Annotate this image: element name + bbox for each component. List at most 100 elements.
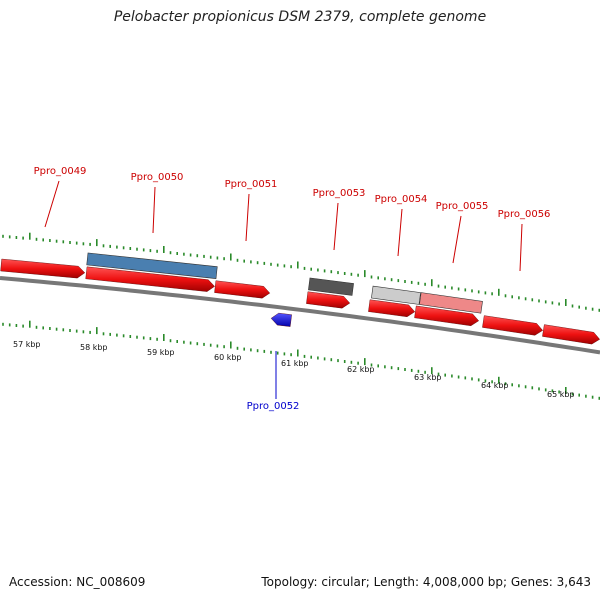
major-tick: [565, 299, 567, 306]
minor-tick: [310, 267, 312, 271]
minor-tick: [471, 289, 473, 293]
major-tick: [230, 253, 232, 261]
gene-label[interactable]: Ppro_0050: [131, 172, 184, 183]
minor-tick: [491, 292, 493, 296]
upper-tick-ruler: [2, 232, 600, 312]
minor-tick: [196, 254, 199, 258]
minor-tick: [116, 245, 118, 249]
feature-track: [86, 252, 483, 314]
minor-tick: [276, 351, 279, 355]
feature-bar-light: [371, 285, 421, 305]
minor-tick: [397, 279, 400, 283]
minor-tick: [591, 307, 594, 311]
kbp-label: 59 kbp: [147, 348, 175, 357]
minor-tick: [558, 302, 560, 306]
minor-tick: [538, 387, 540, 391]
minor-tick: [464, 288, 467, 292]
gene-label[interactable]: Ppro_0056: [498, 209, 551, 220]
minor-tick: [524, 385, 527, 389]
gene-label[interactable]: Ppro_0051: [225, 179, 278, 190]
minor-tick: [169, 339, 172, 343]
minor-tick: [544, 300, 547, 304]
major-tick: [29, 320, 31, 328]
major-tick: [364, 270, 366, 278]
minor-tick: [343, 360, 346, 363]
minor-tick: [176, 252, 178, 255]
minor-tick: [424, 282, 426, 286]
minor-tick: [330, 358, 333, 362]
minor-tick: [317, 356, 319, 360]
minor-tick: [464, 376, 467, 380]
minor-tick: [243, 259, 245, 263]
major-tick: [163, 334, 165, 341]
minor-tick: [156, 249, 158, 253]
gene-label[interactable]: Ppro_0055: [436, 201, 489, 212]
accession-text: Accession: NC_008609: [9, 575, 146, 589]
gene-label[interactable]: Ppro_0053: [313, 188, 366, 199]
minor-tick: [531, 386, 534, 390]
major-tick: [431, 367, 433, 375]
minor-tick: [290, 353, 292, 357]
kbp-label: 65 kbp: [547, 390, 575, 399]
minor-tick: [323, 357, 326, 361]
major-tick: [297, 349, 299, 357]
minor-tick: [250, 348, 252, 352]
minor-tick: [337, 359, 339, 363]
feature-bar-pink: [419, 292, 483, 314]
minor-tick: [109, 244, 111, 248]
minor-tick: [457, 287, 460, 291]
minor-tick: [236, 258, 239, 262]
minor-tick: [196, 342, 199, 346]
minor-tick: [216, 256, 219, 260]
minor-tick: [8, 235, 11, 239]
minor-tick: [511, 295, 513, 299]
minor-tick: [42, 238, 44, 242]
minor-tick: [122, 246, 125, 250]
minor-tick: [390, 366, 393, 370]
minor-tick: [323, 269, 326, 273]
cds-arrow: [542, 324, 600, 345]
minor-tick: [343, 272, 346, 275]
minor-tick: [75, 329, 78, 333]
minor-tick: [384, 277, 386, 281]
gene-label[interactable]: Ppro_0049: [34, 166, 87, 177]
minor-tick: [189, 253, 192, 257]
minor-tick: [377, 276, 379, 280]
gene-label[interactable]: Ppro_0054: [375, 194, 428, 205]
minor-tick: [518, 296, 520, 300]
minor-tick: [223, 345, 225, 349]
minor-tick: [397, 367, 400, 371]
minor-tick: [69, 329, 71, 332]
minor-tick: [357, 361, 359, 365]
minor-tick: [189, 341, 192, 345]
minor-tick: [283, 352, 286, 356]
kbp-label: 61 kbp: [281, 359, 309, 368]
kbp-label: 57 kbp: [13, 340, 41, 349]
minor-tick: [2, 322, 4, 326]
minor-tick: [89, 242, 91, 246]
minor-tick: [437, 372, 440, 376]
major-tick: [498, 288, 500, 296]
minor-tick: [571, 304, 574, 308]
cds-arrow-minus: [270, 312, 292, 327]
minor-tick: [42, 326, 44, 330]
minor-tick: [22, 324, 24, 328]
major-tick: [29, 232, 31, 240]
minor-tick: [203, 342, 205, 346]
minor-tick: [444, 285, 446, 289]
gene-label[interactable]: Ppro_0052: [247, 401, 300, 412]
gene-leader-line: [519, 223, 523, 272]
minor-tick: [578, 393, 580, 397]
minor-tick: [330, 270, 333, 274]
major-tick: [565, 387, 567, 394]
minor-tick: [290, 265, 292, 269]
minor-tick: [102, 332, 105, 336]
minor-tick: [116, 333, 118, 337]
minor-tick: [216, 344, 219, 348]
genome-summary-text: Topology: circular; Length: 4,008,000 bp…: [261, 575, 591, 589]
minor-tick: [578, 305, 580, 309]
major-tick: [431, 279, 433, 287]
minor-tick: [370, 275, 373, 279]
minor-tick: [303, 354, 306, 358]
minor-tick: [317, 268, 319, 272]
